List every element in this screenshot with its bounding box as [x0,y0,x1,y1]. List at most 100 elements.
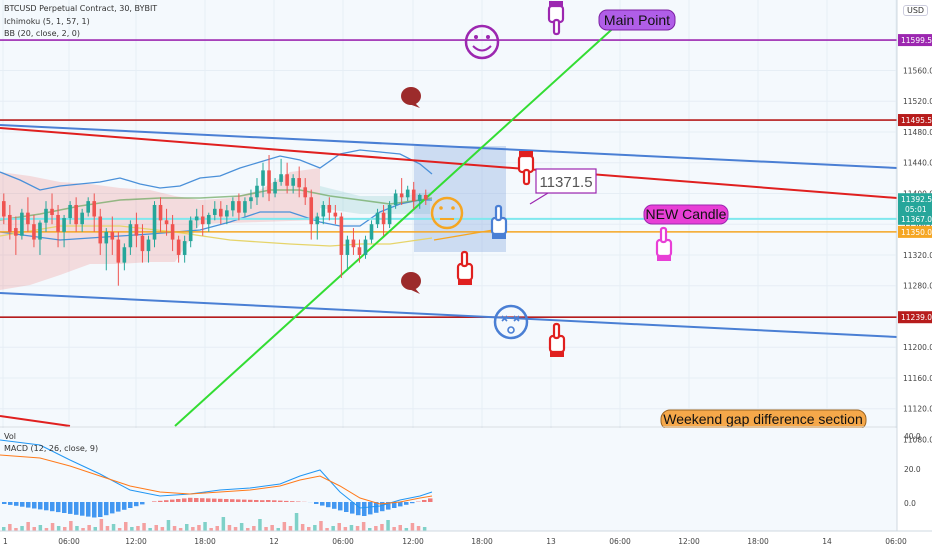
main-point-label[interactable]: Main Point [598,9,676,31]
pointing-hand-icon [490,204,508,239]
macd-bar [80,502,85,516]
time-tick-label: 12 [269,537,279,546]
volume-bar [221,517,226,531]
signal-line [0,454,433,505]
macd-bar [170,499,175,502]
candle [381,204,386,236]
candle [14,216,18,255]
pointing-hand-icon [456,250,474,285]
candle [231,197,235,217]
volume-bar [227,525,232,531]
macd-bar [92,502,97,518]
volume-bar [361,522,366,531]
candle [261,162,265,198]
macd-bar [362,502,367,516]
candle-body [92,201,97,217]
volume-bar [44,528,49,531]
macd-bar [38,502,43,510]
level-price-tag [898,193,932,206]
candle [152,201,157,248]
volume-bar [50,523,55,531]
volume-bar [416,526,421,531]
candle-body [303,187,308,198]
macd-bar [44,502,49,511]
candle [423,189,428,205]
volume-bar [422,527,427,531]
time-tick-label: 06:00 [332,537,354,546]
trendline-blue-upper[interactable] [0,124,898,169]
time-tick-label: 18:00 [194,537,216,546]
candle-body [146,239,151,252]
candle-body [86,201,90,213]
macd-bar [188,497,193,502]
pointing-hand-icon [548,322,566,357]
candle-body [345,239,350,255]
candle [170,214,175,252]
volume-bar [325,528,329,531]
candle-body [273,181,277,194]
volume-bar [56,526,61,531]
volume-bar [307,527,311,531]
candle [273,178,277,198]
volume-bar [154,525,158,531]
macd-bar [350,502,355,514]
volume-bar [368,528,372,531]
trendline-blue-lower[interactable] [0,292,898,338]
volume-bar [197,525,201,531]
macd-line [0,439,433,509]
candle-body [50,208,54,215]
new-candle-label[interactable]: NEW Candle [643,204,729,225]
level-price-label: 11599.5 [901,36,932,45]
volume-bar [404,528,409,531]
weekend-gap-label[interactable]: Weekend gap difference section [660,409,867,431]
candle-body [231,201,235,211]
candle-body [68,204,72,219]
candle [176,235,181,263]
trendline-red-lower[interactable] [0,415,71,427]
candle-body [375,212,380,225]
main-plot-area[interactable] [0,0,897,426]
volume-bar [294,513,299,531]
macd-bar [278,500,283,502]
macd-bar [2,502,7,504]
candle [134,212,139,248]
price-tick-label: 11320.0 [903,251,932,260]
volume-bar [75,526,79,531]
macd-bar [20,502,25,507]
trendline-green[interactable] [174,21,621,427]
volume-bar [69,521,73,531]
macd-bar [242,499,247,502]
candle [26,197,30,232]
volume-bar [410,523,415,531]
macd-bar [428,498,433,502]
pointing-hand-icon [655,226,673,261]
ichimoku-legend: Ichimoku (5, 1, 57, 1) [4,17,90,26]
macd-bar [134,502,139,507]
macd-bar [320,502,325,506]
level-price-tag [898,311,932,324]
volume-bar [136,526,140,531]
lower-pane-area[interactable] [0,428,897,531]
candle [243,197,247,217]
candle [417,193,422,209]
currency-badge[interactable]: USD [903,5,929,16]
price-callout[interactable]: 11371.5 [529,168,597,205]
price-axis[interactable] [897,0,932,550]
candle-body [80,212,84,225]
macd-bar [74,502,79,515]
candle [291,174,295,194]
trendline-red[interactable] [0,127,898,199]
candle-body [351,239,356,248]
candle-body [279,174,283,182]
candle [279,158,283,186]
macd-bar [386,502,391,510]
candle-body [309,197,314,225]
ichimoku-cloud-green [320,186,430,214]
level-price-label: 11392.5 [901,195,932,204]
macd-bar [128,502,133,508]
candle-body [44,208,48,223]
candle-body [339,216,344,255]
candle-body [315,216,320,225]
candle-body [405,189,410,198]
